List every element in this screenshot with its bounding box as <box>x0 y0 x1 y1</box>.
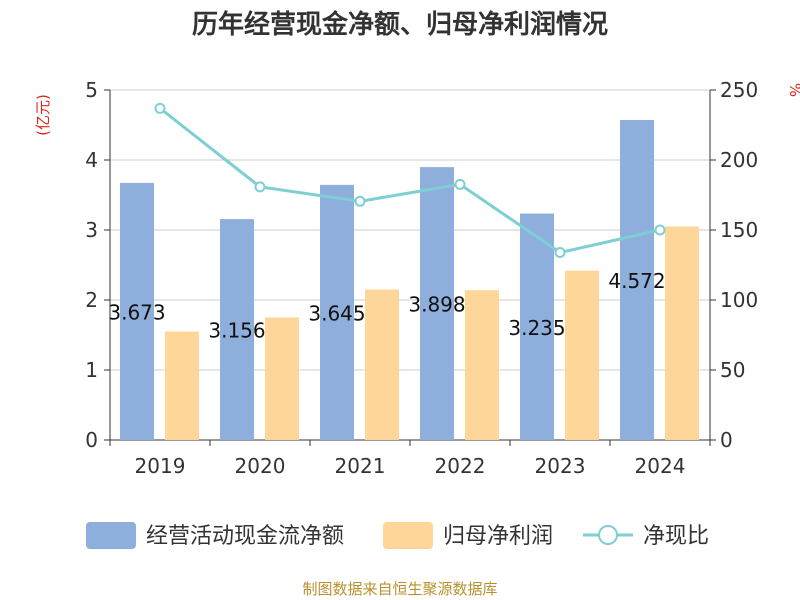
data-label: 3.645 <box>308 301 365 325</box>
source-note: 制图数据来自恒生聚源数据库 <box>302 580 497 598</box>
left-axis-unit: (亿元) <box>34 94 52 136</box>
legend-label-cashflow: 经营活动现金流净额 <box>146 524 344 549</box>
right-tick-label: 150 <box>720 218 758 242</box>
bar <box>420 167 454 440</box>
left-tick-label: 1 <box>85 358 98 382</box>
legend-label-profit: 归母净利润 <box>443 524 553 549</box>
x-tick-label: 2022 <box>435 454 486 478</box>
bar <box>665 226 699 440</box>
right-tick-label: 100 <box>720 288 758 312</box>
legend-swatch-profit <box>383 522 433 549</box>
data-label: 3.898 <box>408 293 465 317</box>
x-tick-label: 2023 <box>535 454 586 478</box>
legend-swatch-cashflow <box>86 522 136 549</box>
bar <box>265 317 299 440</box>
line-point <box>554 247 566 259</box>
legend-label-ratio: 净现比 <box>643 524 709 549</box>
line-point <box>354 195 366 207</box>
x-tick-label: 2021 <box>335 454 386 478</box>
right-tick-label: 0 <box>720 428 733 452</box>
line-point <box>454 178 466 190</box>
bar <box>165 331 199 440</box>
right-tick-label: 200 <box>720 148 758 172</box>
chart-title: 历年经营现金净额、归母净利润情况 <box>192 9 608 40</box>
left-tick-label: 3 <box>85 218 98 242</box>
bar <box>465 290 499 440</box>
data-label: 3.673 <box>108 300 165 324</box>
right-axis-unit: % <box>786 83 800 97</box>
legend-swatch-ratio-marker <box>598 525 618 545</box>
gridlines <box>110 89 710 371</box>
bar <box>365 289 399 440</box>
line-point <box>654 224 666 236</box>
bar <box>320 184 354 440</box>
right-tick-label: 50 <box>720 358 745 382</box>
x-tick-label: 2020 <box>235 454 286 478</box>
data-label: 3.235 <box>508 316 565 340</box>
bar <box>120 182 154 440</box>
legend: 经营活动现金流净额 归母净利润 净现比 <box>86 522 709 549</box>
bars <box>120 119 699 441</box>
x-tick-label: 2019 <box>135 454 186 478</box>
axes <box>104 89 716 446</box>
ratio-line <box>154 102 666 259</box>
left-tick-label: 4 <box>85 148 98 172</box>
bar <box>220 219 254 440</box>
data-label: 4.572 <box>608 269 665 293</box>
data-label: 3.156 <box>208 319 265 343</box>
left-tick-label: 5 <box>85 78 98 102</box>
ratio-line-path <box>159 107 661 255</box>
right-tick-label: 250 <box>720 78 758 102</box>
left-tick-label: 2 <box>85 288 98 312</box>
line-point <box>154 102 166 114</box>
line-point <box>254 181 266 193</box>
x-tick-label: 2024 <box>635 454 686 478</box>
bar <box>565 270 599 440</box>
left-tick-label: 0 <box>85 428 98 452</box>
data-labels: 3.673 3.156 3.645 3.898 3.235 4.572 <box>108 269 665 343</box>
bar <box>520 213 554 440</box>
bar <box>620 119 654 441</box>
